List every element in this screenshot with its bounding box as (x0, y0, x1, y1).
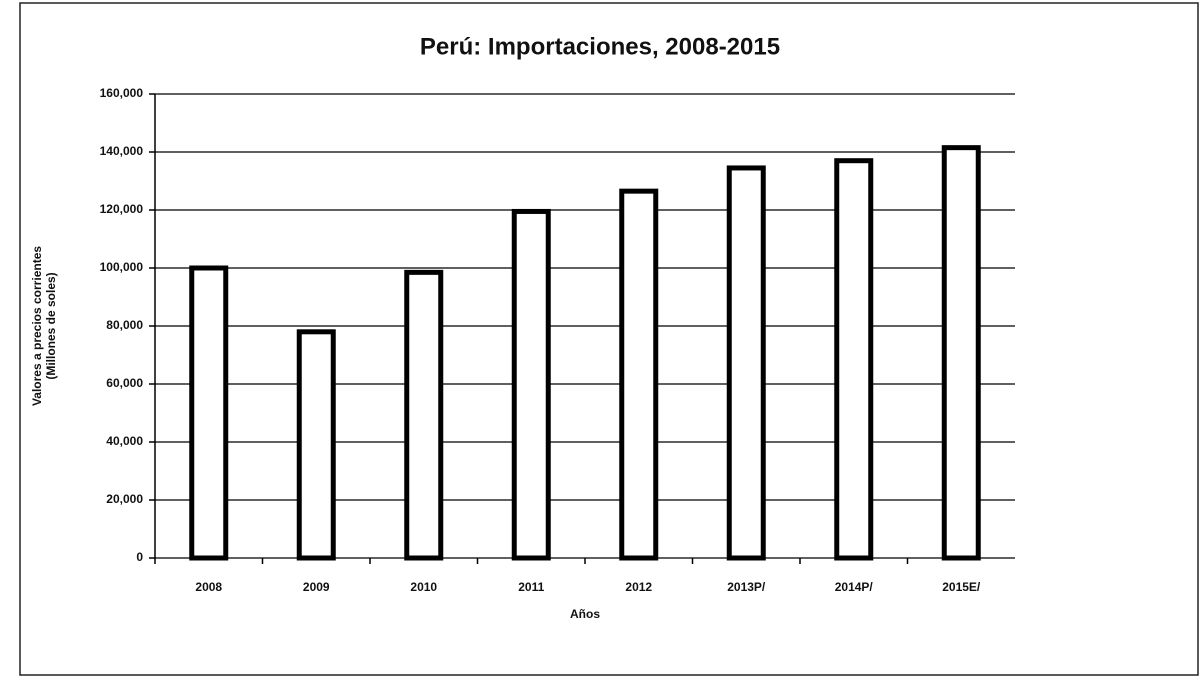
bar (404, 269, 444, 561)
y-tick-label: 160,000 (100, 86, 144, 100)
x-tick-label: 2012 (625, 580, 652, 594)
bar (834, 158, 874, 561)
bar (296, 329, 336, 561)
y-tick-label: 40,000 (106, 434, 143, 448)
bar (189, 265, 229, 561)
x-tick-label: 2015E/ (942, 580, 981, 594)
x-tick-label: 2014P/ (835, 580, 874, 594)
y-tick-label: 20,000 (106, 492, 143, 506)
y-tick-label: 120,000 (100, 202, 144, 216)
y-tick-label: 140,000 (100, 144, 144, 158)
y-axis-label: (Millones de soles) (44, 272, 58, 379)
x-tick-label: 2011 (518, 580, 544, 594)
x-tick-label: 2008 (195, 580, 222, 594)
y-tick-label: 100,000 (100, 260, 144, 274)
bar (511, 208, 551, 561)
y-axis-label: Valores a precios corrientes (30, 246, 44, 406)
x-tick-label: 2009 (303, 580, 330, 594)
bar (941, 145, 981, 561)
bar (619, 188, 659, 561)
y-tick-label: 80,000 (106, 318, 143, 332)
x-axis-label: Años (570, 607, 600, 621)
bar (726, 165, 766, 561)
x-tick-label: 2010 (410, 580, 437, 594)
y-tick-label: 60,000 (106, 376, 143, 390)
x-tick-label: 2013P/ (727, 580, 766, 594)
chart-title: Perú: Importaciones, 2008-2015 (420, 33, 780, 60)
y-tick-label: 0 (136, 550, 143, 564)
